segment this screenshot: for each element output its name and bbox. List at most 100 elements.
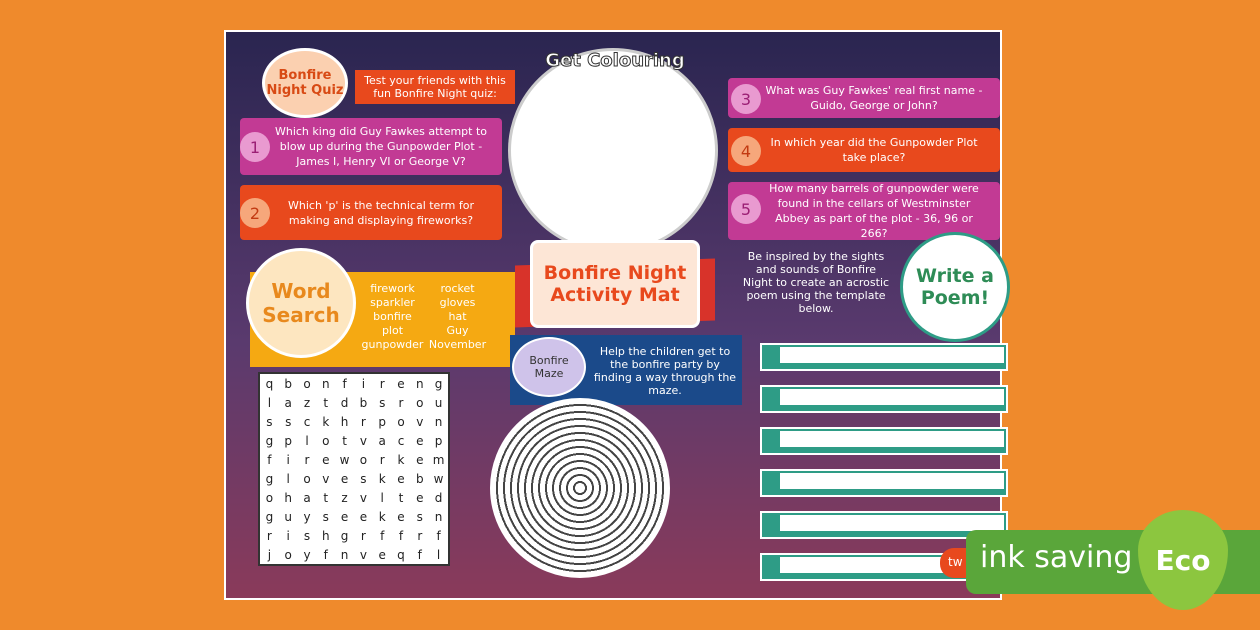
grid-letter: r [266,528,272,543]
grid-letter: e [397,471,405,486]
grid-letter: k [378,509,386,524]
grid-letter: o [322,433,330,448]
grid-letter: c [397,433,405,448]
word: hat [448,310,467,323]
question-number: 4 [731,136,761,166]
grid-letter: n [415,376,424,391]
grid-letter: g [265,433,274,448]
grid-letter: v [359,547,367,562]
grid-letter: r [379,376,385,391]
question-number: 3 [731,84,761,114]
grid-letter: f [342,376,347,391]
grid-letter: s [416,509,423,524]
maze [490,398,670,578]
grid-letter: q [265,376,274,391]
grid-letter: e [359,509,368,524]
word: Guy [446,324,469,337]
grid-letter: n [321,376,330,391]
word-list: firework rocket sparkler gloves bonfire hat pl… [360,282,490,351]
grid-letter: a [378,433,386,448]
grid-letter: y [303,547,311,562]
grid-letter: e [340,471,349,486]
grid-letter: l [267,395,272,410]
grid-letter: r [304,452,310,467]
grid-letter: n [340,547,349,562]
grid-letter: s [379,395,386,410]
grid-letter: t [323,490,329,505]
grid-letter: a [303,490,311,505]
grid-letter: i [286,528,290,543]
grid-letter: v [359,490,367,505]
grid-letter: b [415,471,424,486]
grid-letter: r [379,452,385,467]
grid-letter: n [434,414,443,429]
question-number: 5 [731,194,761,224]
grid-letter: q [397,547,405,562]
question-number: 2 [240,198,270,228]
grid-letter: p [434,433,443,448]
grid-letter: f [398,528,404,543]
grid-letter: o [359,452,368,467]
maze-title: Bonfire Maze [512,337,586,397]
grid-letter: l [305,433,309,448]
grid-letter: h [284,490,292,505]
grid-letter: d [434,490,443,505]
grid-letter: u [284,509,292,524]
grid-letter: b [359,395,368,410]
grid-letter: g [265,471,274,486]
word: rocket [440,282,475,295]
question: What was Guy Fawkes' real first name - G… [728,78,1000,118]
grid-letter: b [284,376,292,391]
grid-letter: e [340,509,349,524]
question-number: 1 [240,132,270,162]
grid-letter: e [397,376,405,391]
grid-letter: o [303,376,311,391]
grid-letter: s [322,509,329,524]
grid-letter: e [397,509,405,524]
grid-letter: s [266,414,273,429]
grid-letter: f [323,547,328,562]
grid-letter: l [436,547,441,562]
grid-letter: e [322,452,330,467]
grid-letter: o [397,414,405,429]
colouring-picture [508,48,718,253]
grid-letter: a [284,395,292,410]
grid-letter: p [378,414,386,429]
word: gloves [439,296,476,309]
grid-letter: z [341,490,348,505]
grid-letter: o [416,395,424,410]
grid-letter: f [267,452,272,467]
grid-letter: v [416,414,424,429]
word: plot [381,324,404,337]
grid-letter: k [378,471,386,486]
grid-letter: w [339,452,350,467]
grid-letter: f [380,528,385,543]
word: firework [370,282,415,295]
grid-letter: s [303,528,311,543]
maze-text: Help the children get to the bonfire par… [593,345,737,397]
poem-title: Write a Poem! [900,232,1010,342]
grid-letter: t [398,490,404,505]
question: How many barrels of gunpowder were found… [728,182,1000,240]
grid-letter: d [340,395,349,410]
colouring-title: Get Colouring [545,50,686,72]
grid-letter: r [360,528,366,543]
question: In which year did the Gunpowder Plot tak… [728,128,1000,172]
grid-letter: u [434,395,443,410]
grid-letter: p [284,433,292,448]
grid-letter: g [340,528,349,543]
grid-letter: g [265,509,274,524]
question: Which 'p' is the technical term for maki… [240,185,502,240]
grid-letter: z [303,395,311,410]
grid-letter: k [322,414,330,429]
grid-letter: o [284,547,292,562]
eco-label: ink saving [980,540,1133,575]
poem-line [760,385,1008,413]
grid-letter: e [416,452,424,467]
grid-letter: s [285,414,292,429]
word-search-title: Word Search [246,248,356,358]
grid-letter: r [360,414,366,429]
grid-letter: v [322,471,330,486]
